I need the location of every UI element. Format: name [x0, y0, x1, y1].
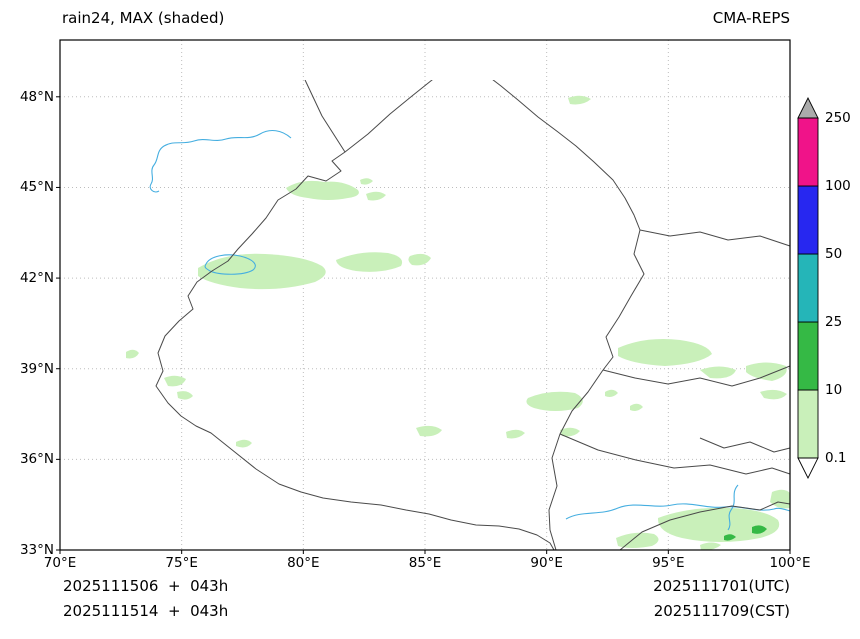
administrative-border [639, 229, 791, 247]
valid-time-cst: 2025111709(CST) [653, 602, 790, 620]
x-tick-label: 70°E [43, 555, 77, 571]
precip-shading-light [72, 264, 120, 283]
precip-shading-light [657, 507, 780, 542]
model-name: CMA-REPS [712, 9, 790, 27]
precip-shading-light [568, 95, 591, 105]
precip-shading-light [700, 366, 736, 379]
precip-shading-light [177, 391, 193, 400]
administrative-border [548, 369, 604, 551]
x-tick-label: 80°E [287, 555, 320, 571]
colorbar-tick-label: 50 [825, 246, 843, 262]
precip-shading-light [366, 191, 386, 201]
river-line [727, 484, 739, 531]
y-tick-label: 48°N [19, 88, 54, 105]
precip-shading-light [700, 542, 721, 551]
map-layers [72, 80, 791, 551]
precip-shading-moderate [724, 534, 736, 541]
administrative-border [559, 433, 791, 475]
administrative-border [619, 501, 791, 551]
init-time-utc: 2025111506 + 043h [63, 577, 229, 595]
colorbar-tick-label: 0.1 [825, 450, 847, 466]
precip-shading-light [126, 349, 139, 359]
precip-shading-light [198, 253, 326, 290]
precip-shading-light [164, 375, 186, 387]
administrative-border [155, 80, 555, 551]
colorbar-segment [797, 321, 819, 391]
precip-shading-light [286, 180, 359, 200]
precip-shading-light [360, 178, 373, 185]
river-line [565, 503, 791, 520]
precip-shading-light [770, 489, 790, 509]
precip-shading-light [336, 252, 403, 272]
colorbar-tick-label: 10 [825, 382, 843, 398]
colorbar-tick-label: 25 [825, 314, 843, 330]
x-tick-label: 95°E [652, 555, 685, 571]
valid-time-utc: 2025111701(UTC) [653, 577, 790, 595]
precip-shading-light [618, 339, 712, 366]
administrative-border [344, 80, 641, 231]
y-tick-label: 39°N [19, 360, 54, 377]
x-tick-label: 75°E [165, 555, 198, 571]
colorbar-segment [797, 253, 819, 323]
precip-shading-moderate [752, 525, 767, 534]
precip-shading-light [408, 253, 431, 266]
administrative-border [602, 365, 791, 387]
precip-shading-light [506, 429, 525, 439]
lake-outline [204, 254, 256, 275]
precip-shading-light [760, 389, 787, 400]
precip-shading-light [605, 389, 618, 397]
chart-title: rain24, MAX (shaded) [62, 9, 225, 27]
precip-shading-light [560, 427, 580, 437]
colorbar-over-arrow [797, 96, 819, 119]
administrative-border [699, 437, 791, 453]
y-tick-label: 45°N [19, 179, 54, 196]
init-time-cst: 2025111514 + 043h [63, 602, 229, 620]
precip-shading-light [630, 403, 643, 411]
colorbar-under-arrow [797, 457, 819, 480]
x-tick-label: 85°E [408, 555, 442, 571]
precip-shading-light [746, 362, 787, 381]
colorbar-tick-label: 250 [825, 110, 851, 126]
colorbar-segment [797, 185, 819, 255]
administrative-border [602, 229, 645, 371]
y-tick-label: 33°N [19, 542, 54, 558]
river-line [149, 129, 292, 193]
precip-shading-light [104, 436, 117, 444]
y-tick-label: 42°N [19, 270, 54, 287]
colorbar-tick-label: 100 [825, 178, 851, 194]
precip-shading-light [526, 391, 583, 411]
precip-shading-light [616, 532, 659, 548]
precip-shading-light [236, 439, 252, 448]
y-tick-label: 36°N [19, 451, 54, 468]
colorbar-segment [797, 117, 819, 187]
x-tick-label: 100°E [769, 555, 811, 571]
precip-shading-light [416, 425, 442, 437]
x-tick-label: 90°E [530, 555, 563, 571]
colorbar-segment [797, 389, 819, 459]
